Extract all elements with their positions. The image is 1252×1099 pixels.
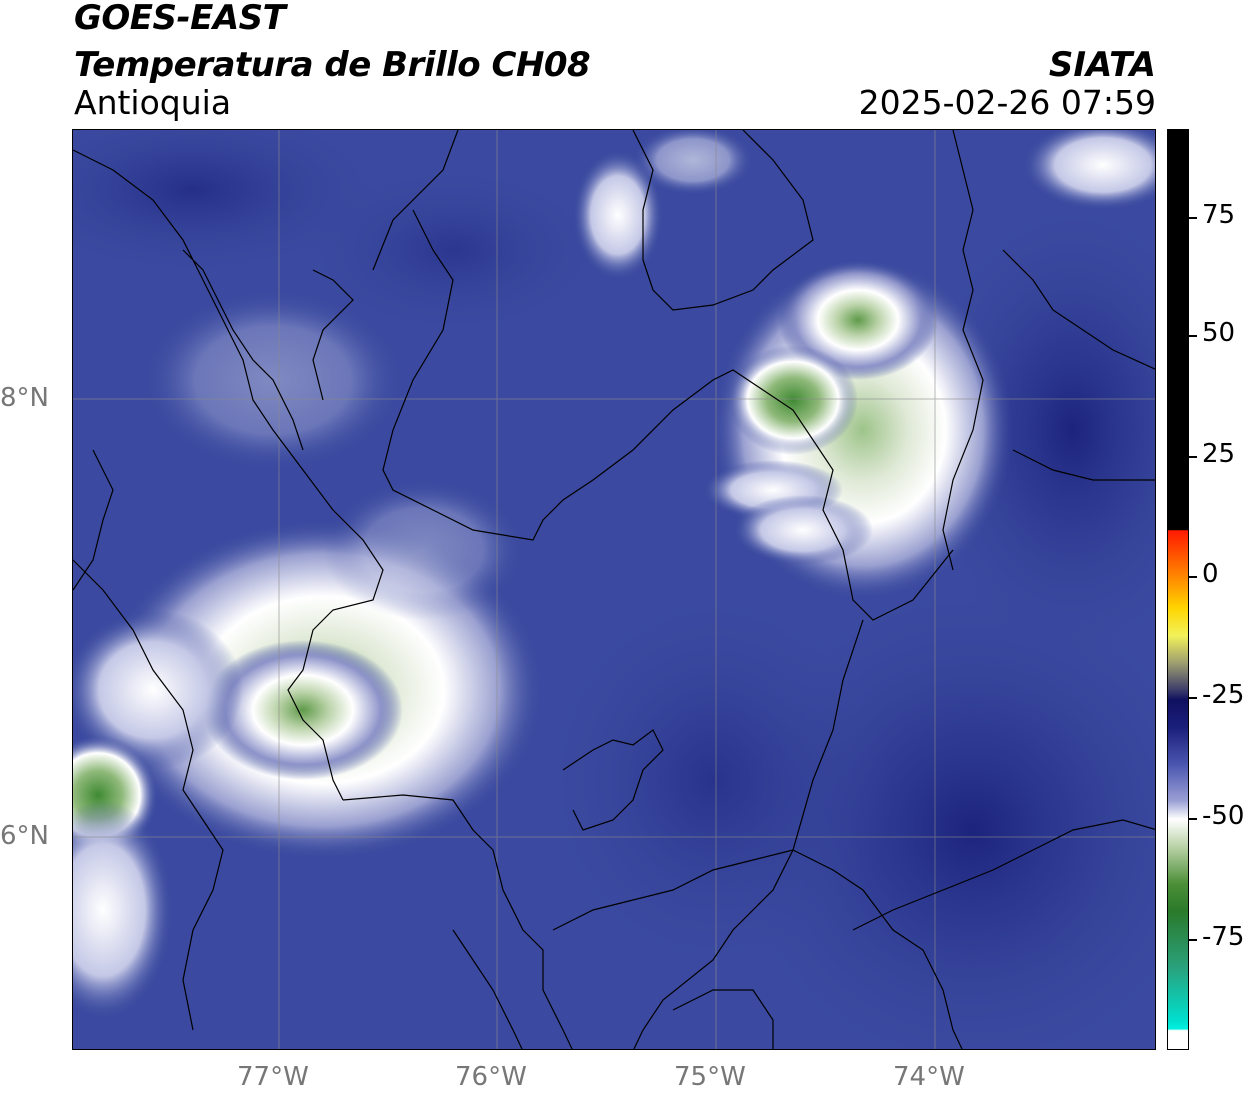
colorbar-tick xyxy=(1189,217,1197,219)
colorbar-tick-label: 25 xyxy=(1202,439,1236,469)
lon-tick-label: 77°W xyxy=(237,1062,309,1092)
lat-tick-label: 6°N xyxy=(0,821,49,851)
colorbar-tick-label: 0 xyxy=(1202,559,1219,589)
organization-label: SIATA xyxy=(1048,45,1156,85)
lon-tick-label: 75°W xyxy=(674,1062,746,1092)
colorbar-tick-label: -75 xyxy=(1202,922,1245,952)
brightness-temperature-map xyxy=(73,130,1155,1049)
colorbar-tick xyxy=(1189,456,1197,458)
lon-tick-label: 74°W xyxy=(893,1062,965,1092)
colorbar-tick xyxy=(1189,818,1197,820)
region-label: Antioquia xyxy=(74,83,232,122)
colorbar-tick xyxy=(1189,576,1197,578)
colorbar-tick-label: 75 xyxy=(1202,200,1236,230)
colorbar-tick xyxy=(1189,335,1197,337)
colorbar-tick-label: -50 xyxy=(1202,801,1245,831)
map-panel[interactable] xyxy=(72,129,1156,1050)
satellite-title: GOES-EAST xyxy=(74,0,286,38)
colorbar-tick-label: 50 xyxy=(1202,318,1236,348)
lon-tick-label: 76°W xyxy=(455,1062,527,1092)
colorbar-tick xyxy=(1189,697,1197,699)
timestamp-label: 2025-02-26 07:59 xyxy=(858,83,1156,122)
product-title: Temperatura de Brillo CH08 xyxy=(74,45,591,85)
lat-tick-label: 8°N xyxy=(0,383,49,413)
colorbar-tick xyxy=(1189,939,1197,941)
temperature-colorbar xyxy=(1167,129,1189,1050)
colorbar-tick-label: -25 xyxy=(1202,680,1245,710)
